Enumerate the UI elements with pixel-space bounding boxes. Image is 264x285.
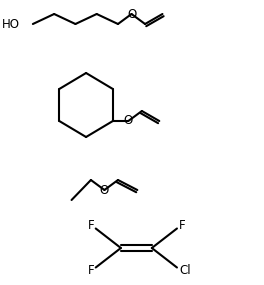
Text: F: F: [88, 264, 94, 277]
Text: O: O: [100, 184, 109, 196]
Text: O: O: [124, 115, 133, 127]
Text: HO: HO: [2, 17, 20, 30]
Text: Cl: Cl: [179, 264, 191, 277]
Text: O: O: [127, 7, 136, 21]
Text: F: F: [88, 219, 94, 232]
Text: F: F: [178, 219, 185, 232]
